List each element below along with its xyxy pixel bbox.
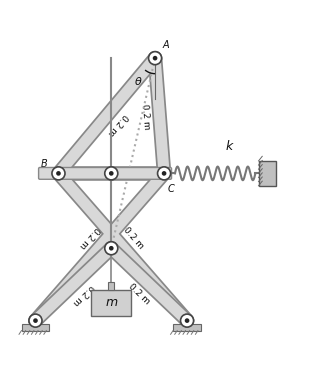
FancyBboxPatch shape [91,289,131,316]
Circle shape [105,242,118,255]
Text: m: m [105,296,117,309]
Circle shape [185,318,189,323]
Circle shape [162,171,166,176]
FancyBboxPatch shape [22,324,50,331]
Circle shape [29,314,42,327]
FancyBboxPatch shape [109,282,114,289]
Circle shape [56,171,61,176]
Text: 0.2 m: 0.2 m [121,225,145,250]
Circle shape [153,56,157,60]
Circle shape [33,318,38,323]
Circle shape [109,171,114,176]
FancyBboxPatch shape [173,324,201,331]
Text: $\theta$: $\theta$ [134,75,142,88]
Text: k: k [226,140,233,153]
Text: A: A [163,40,169,50]
Circle shape [158,167,171,180]
Text: C: C [167,184,174,194]
Text: 0.2 m: 0.2 m [140,104,151,130]
FancyBboxPatch shape [39,167,172,179]
Text: 0.2 m: 0.2 m [106,112,129,138]
Circle shape [109,246,114,250]
Circle shape [149,52,162,65]
Text: B: B [41,159,48,169]
Text: 0.2 m: 0.2 m [77,225,101,250]
Circle shape [181,314,193,327]
Text: 0.2 m: 0.2 m [71,282,95,307]
FancyBboxPatch shape [259,161,275,186]
Circle shape [52,167,65,180]
Text: 0.2 m: 0.2 m [127,282,152,307]
Circle shape [105,167,118,180]
